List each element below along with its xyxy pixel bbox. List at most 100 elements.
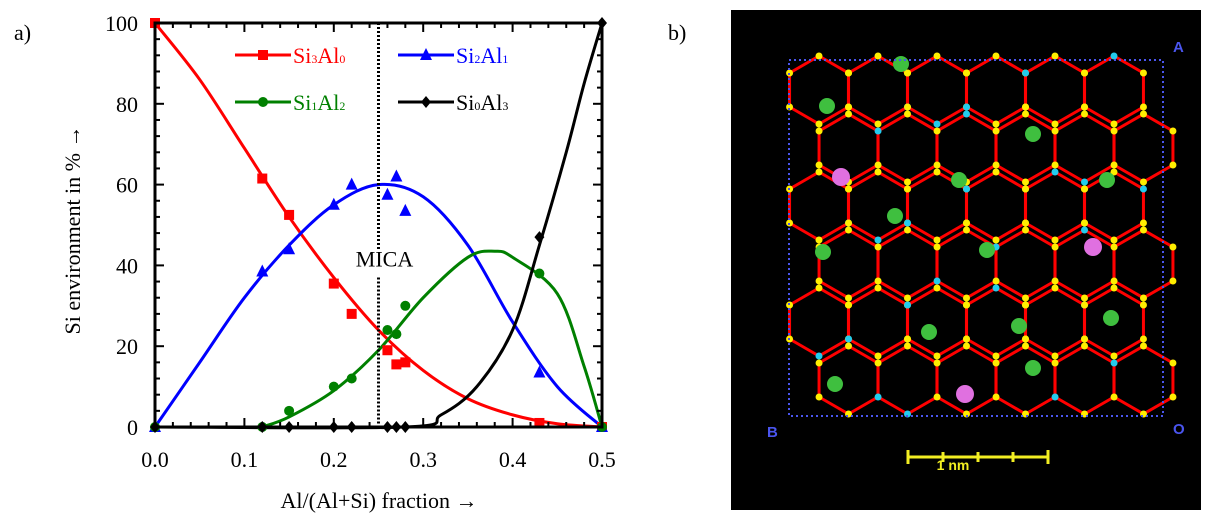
framework-node [874, 52, 882, 60]
x-tick-label: 0.3 [409, 447, 437, 472]
framework-bond [847, 337, 879, 358]
framework-node [815, 236, 823, 244]
framework-node [933, 168, 941, 176]
framework-bond [906, 337, 938, 358]
framework-bond [818, 105, 850, 126]
framework-bond [847, 228, 879, 249]
si2al1-point [399, 203, 412, 216]
framework-node [963, 185, 971, 193]
framework-bond [847, 395, 879, 416]
framework-bond [1083, 54, 1115, 75]
y-tick-label: 60 [116, 173, 138, 198]
framework-bond [936, 228, 968, 249]
y-tick-label: 0 [127, 415, 138, 440]
framework-bond [906, 344, 938, 365]
framework-node [845, 185, 853, 193]
framework-node [1169, 243, 1177, 251]
framework-bond [906, 105, 938, 126]
framework-node [933, 352, 941, 360]
framework-node [1140, 226, 1147, 234]
framework-bond [936, 337, 968, 358]
framework-bond [1024, 228, 1056, 249]
x-tick-label: 0.0 [141, 447, 169, 472]
unit-cell-outline [788, 59, 1164, 417]
framework-bond [965, 337, 997, 358]
si1al2-legend-marker [258, 97, 268, 107]
si2al1-legend-marker [420, 48, 432, 60]
framework-node [874, 284, 882, 292]
framework-node [1051, 236, 1059, 244]
framework-node [815, 352, 823, 360]
mica-annotation: MICA [356, 246, 414, 271]
si3al0-legend-label: Si3Al0 [293, 43, 345, 68]
cation-green [979, 242, 995, 258]
framework-node [963, 69, 971, 77]
scale-bar-label: 1 nm [936, 457, 970, 473]
framework-node [1081, 342, 1088, 350]
framework-bond [1113, 105, 1145, 126]
framework-node [1081, 185, 1089, 193]
framework-bond [818, 54, 850, 75]
cation-green [1025, 360, 1041, 376]
framework-node [815, 277, 823, 285]
framework-node [815, 284, 823, 292]
framework-node [874, 243, 882, 251]
cation-green [951, 172, 967, 188]
framework-node [845, 69, 853, 77]
framework-node [1139, 185, 1147, 193]
si0al3-legend-label: Si0Al3 [456, 90, 508, 115]
framework-bond [1054, 344, 1086, 365]
framework-bond [965, 54, 997, 75]
framework-bond [877, 279, 909, 300]
framework-bond [1083, 112, 1115, 133]
framework-node [1022, 335, 1030, 343]
framework-bond [906, 170, 938, 191]
framework-node [904, 342, 911, 350]
framework-bond [1024, 112, 1056, 133]
framework-node [1140, 342, 1147, 350]
framework-bond [1024, 279, 1056, 300]
framework-bond [818, 112, 850, 133]
framework-node [1139, 69, 1147, 77]
framework-bond [936, 395, 968, 416]
framework-bond [877, 286, 909, 307]
framework-bond [788, 286, 820, 307]
framework-bond [1113, 395, 1145, 416]
framework-bond [936, 54, 968, 75]
framework-node [815, 393, 823, 401]
si2al1-point [390, 169, 403, 182]
y-tick-label: 20 [116, 334, 138, 359]
si1al2-point [534, 268, 545, 279]
framework-node [992, 236, 1000, 244]
framework-node [874, 359, 882, 367]
framework-node [1022, 110, 1029, 118]
cation-green [1025, 126, 1041, 142]
framework-node [1051, 277, 1059, 285]
cation-green [815, 244, 831, 260]
framework-node [1051, 393, 1059, 401]
framework-node [933, 236, 941, 244]
y-tick-label: 80 [116, 92, 138, 117]
framework-bond [1054, 54, 1086, 75]
framework-node [963, 410, 970, 418]
si1al2-point [328, 381, 339, 392]
framework-bond [847, 221, 879, 242]
framework-node [1022, 301, 1030, 309]
framework-bond [1054, 221, 1086, 242]
framework-node [1110, 236, 1118, 244]
framework-node [992, 120, 1000, 128]
framework-node [1081, 69, 1089, 77]
si3al0-point [400, 357, 411, 368]
corner-label-a: A [1173, 39, 1184, 56]
framework-bond [877, 337, 909, 358]
framework-bond [1113, 228, 1145, 249]
framework-node [1051, 168, 1059, 176]
framework-node [845, 342, 852, 350]
framework-bond [936, 221, 968, 242]
framework-node [992, 168, 1000, 176]
framework-node [992, 393, 1000, 401]
framework-bond [818, 286, 850, 307]
framework-node [1140, 110, 1147, 118]
scale-bar [906, 450, 1050, 464]
framework-node [992, 359, 1000, 367]
